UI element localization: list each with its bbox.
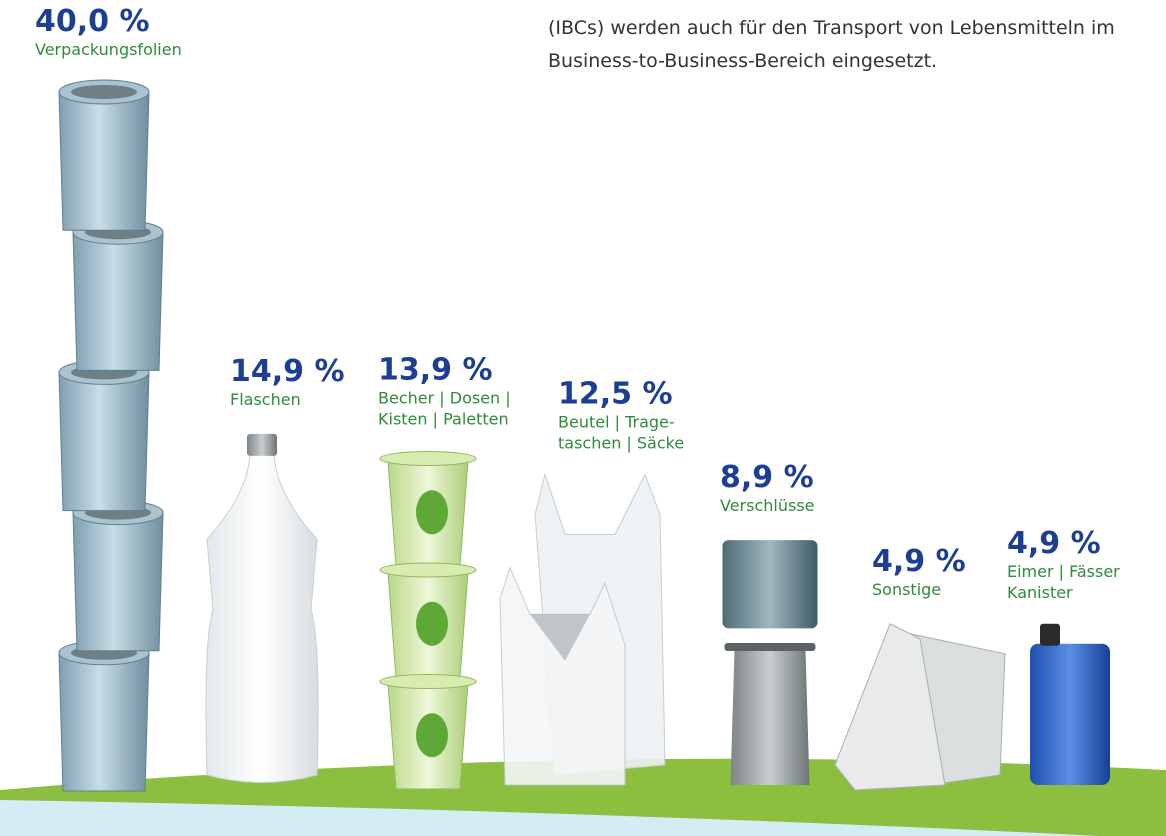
annotation-line: Business-to-Business-Bereich eingesetzt. — [548, 50, 937, 72]
pictogram — [58, 79, 164, 792]
bottle-body — [205, 453, 319, 783]
cup-lid — [379, 674, 477, 690]
pictogram — [205, 433, 319, 783]
annotation-line: (IBCs) werden auch für den Transport von… — [548, 17, 1115, 39]
film-roll-core — [71, 85, 137, 100]
film-roll — [58, 91, 150, 231]
value-label: 14,9 % — [230, 354, 345, 389]
box-lid — [834, 623, 946, 791]
value-label: 13,9 % — [378, 353, 493, 388]
closure — [722, 540, 818, 629]
pictogram — [722, 540, 818, 785]
category-label: Kisten | Paletten — [378, 410, 509, 429]
film-roll — [72, 231, 164, 371]
film-roll — [72, 512, 164, 652]
category-label: Verpackungsfolien — [35, 40, 182, 59]
category-label: Flaschen — [230, 390, 301, 409]
category-label: Verschlüsse — [720, 496, 815, 515]
pictogram — [379, 451, 477, 790]
category-label: Beutel | Trage- — [558, 412, 675, 431]
value-label: 8,9 % — [720, 460, 814, 495]
category-label: Kanister — [1007, 583, 1073, 602]
value-label: 4,9 % — [1007, 526, 1101, 561]
canister-cap — [1040, 623, 1060, 646]
cup-lid — [379, 451, 477, 467]
value-label: 40,0 % — [35, 4, 150, 39]
film-roll — [58, 652, 150, 792]
cup-lid — [379, 562, 477, 578]
value-label: 4,9 % — [872, 544, 966, 579]
bottle-cap — [247, 433, 277, 456]
category-label: Eimer | Fässer — [1007, 562, 1120, 581]
category-label: taschen | Säcke — [558, 433, 684, 452]
pictogram — [1030, 623, 1110, 785]
neck-ring — [724, 643, 816, 652]
pictogram — [834, 623, 1006, 791]
category-label: Becher | Dosen | — [378, 389, 511, 408]
annotation: (IBCs) werden auch für den Transport von… — [548, 17, 1115, 72]
category-label: Sonstige — [872, 580, 941, 599]
cup-fruit — [416, 713, 448, 758]
cup-fruit — [416, 601, 448, 646]
canister — [1030, 643, 1110, 785]
bag-shadow — [530, 614, 590, 661]
neck — [730, 650, 810, 785]
film-roll — [58, 371, 150, 512]
cup-fruit — [416, 490, 448, 535]
pictogram — [499, 472, 666, 786]
value-label: 12,5 % — [558, 376, 673, 411]
